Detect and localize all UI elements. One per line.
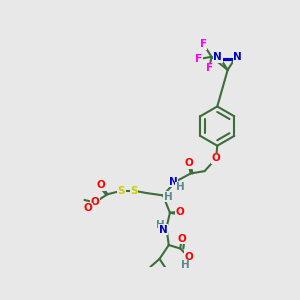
- Text: O: O: [177, 234, 186, 244]
- Text: O: O: [184, 158, 193, 168]
- Text: H: H: [164, 191, 172, 202]
- Text: H: H: [176, 182, 185, 192]
- Text: O: O: [175, 207, 184, 217]
- Text: O: O: [184, 252, 193, 262]
- Text: F: F: [206, 63, 213, 73]
- Text: F: F: [200, 39, 207, 49]
- Text: O: O: [91, 197, 99, 207]
- Text: H: H: [156, 220, 164, 230]
- Text: O: O: [212, 153, 220, 164]
- Text: N: N: [233, 52, 242, 62]
- Text: S: S: [130, 186, 138, 196]
- Text: F: F: [195, 54, 203, 64]
- Text: O: O: [96, 180, 105, 190]
- Text: S: S: [118, 186, 125, 196]
- Text: O: O: [83, 203, 92, 213]
- Text: N: N: [159, 225, 167, 235]
- Text: N: N: [213, 52, 222, 62]
- Text: N: N: [169, 176, 177, 187]
- Text: H: H: [181, 260, 189, 270]
